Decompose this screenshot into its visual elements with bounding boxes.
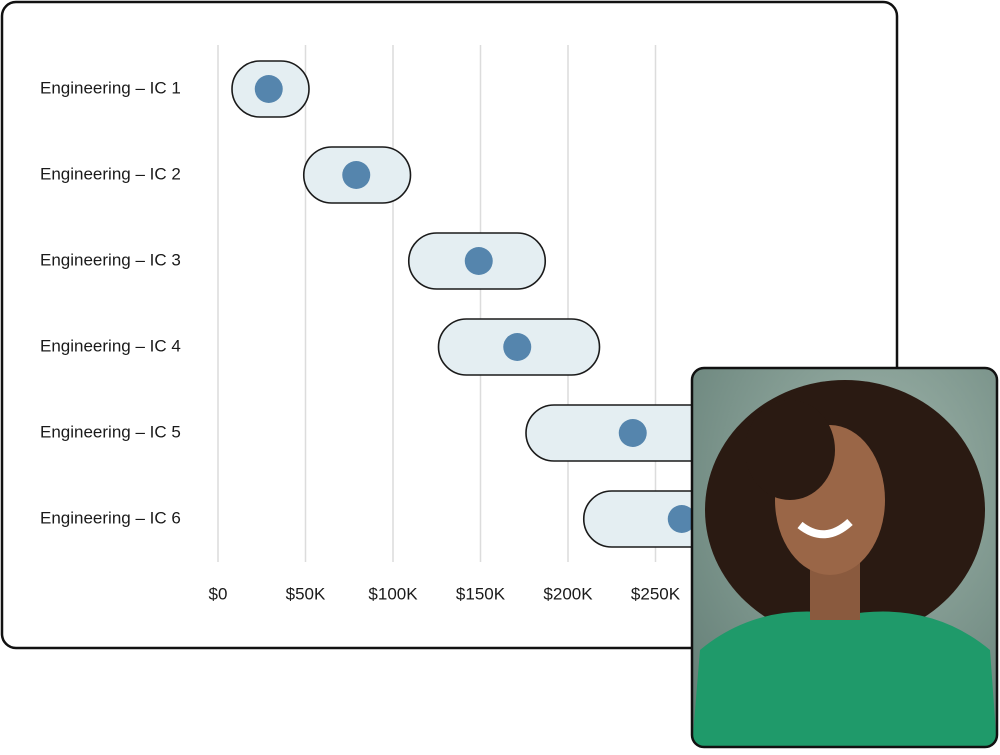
y-category-label: Engineering – IC 3 [40, 250, 181, 269]
y-category-label: Engineering – IC 6 [40, 508, 181, 527]
x-tick-label: $150K [456, 584, 506, 603]
x-tick-label: $100K [368, 584, 418, 603]
y-category-label: Engineering – IC 1 [40, 78, 181, 97]
photo-frame [690, 366, 999, 749]
median-dot [503, 333, 532, 361]
median-dot [254, 75, 283, 103]
photo [692, 368, 997, 747]
plot: $0 $50K $100K $150K $200K $250K Engineering – … [40, 45, 797, 603]
median-dot [618, 419, 647, 447]
x-tick-label: $50K [286, 584, 326, 603]
x-tick-label: $0 [209, 584, 228, 603]
x-tick-label: $200K [543, 584, 593, 603]
x-tick-label: $250K [631, 584, 681, 603]
median-dot [667, 505, 696, 533]
y-category-label: Engineering – IC 5 [40, 422, 181, 441]
median-dot [464, 247, 493, 275]
y-category-label: Engineering – IC 4 [40, 336, 181, 355]
median-dot [342, 161, 371, 189]
y-category-label: Engineering – IC 2 [40, 164, 181, 183]
